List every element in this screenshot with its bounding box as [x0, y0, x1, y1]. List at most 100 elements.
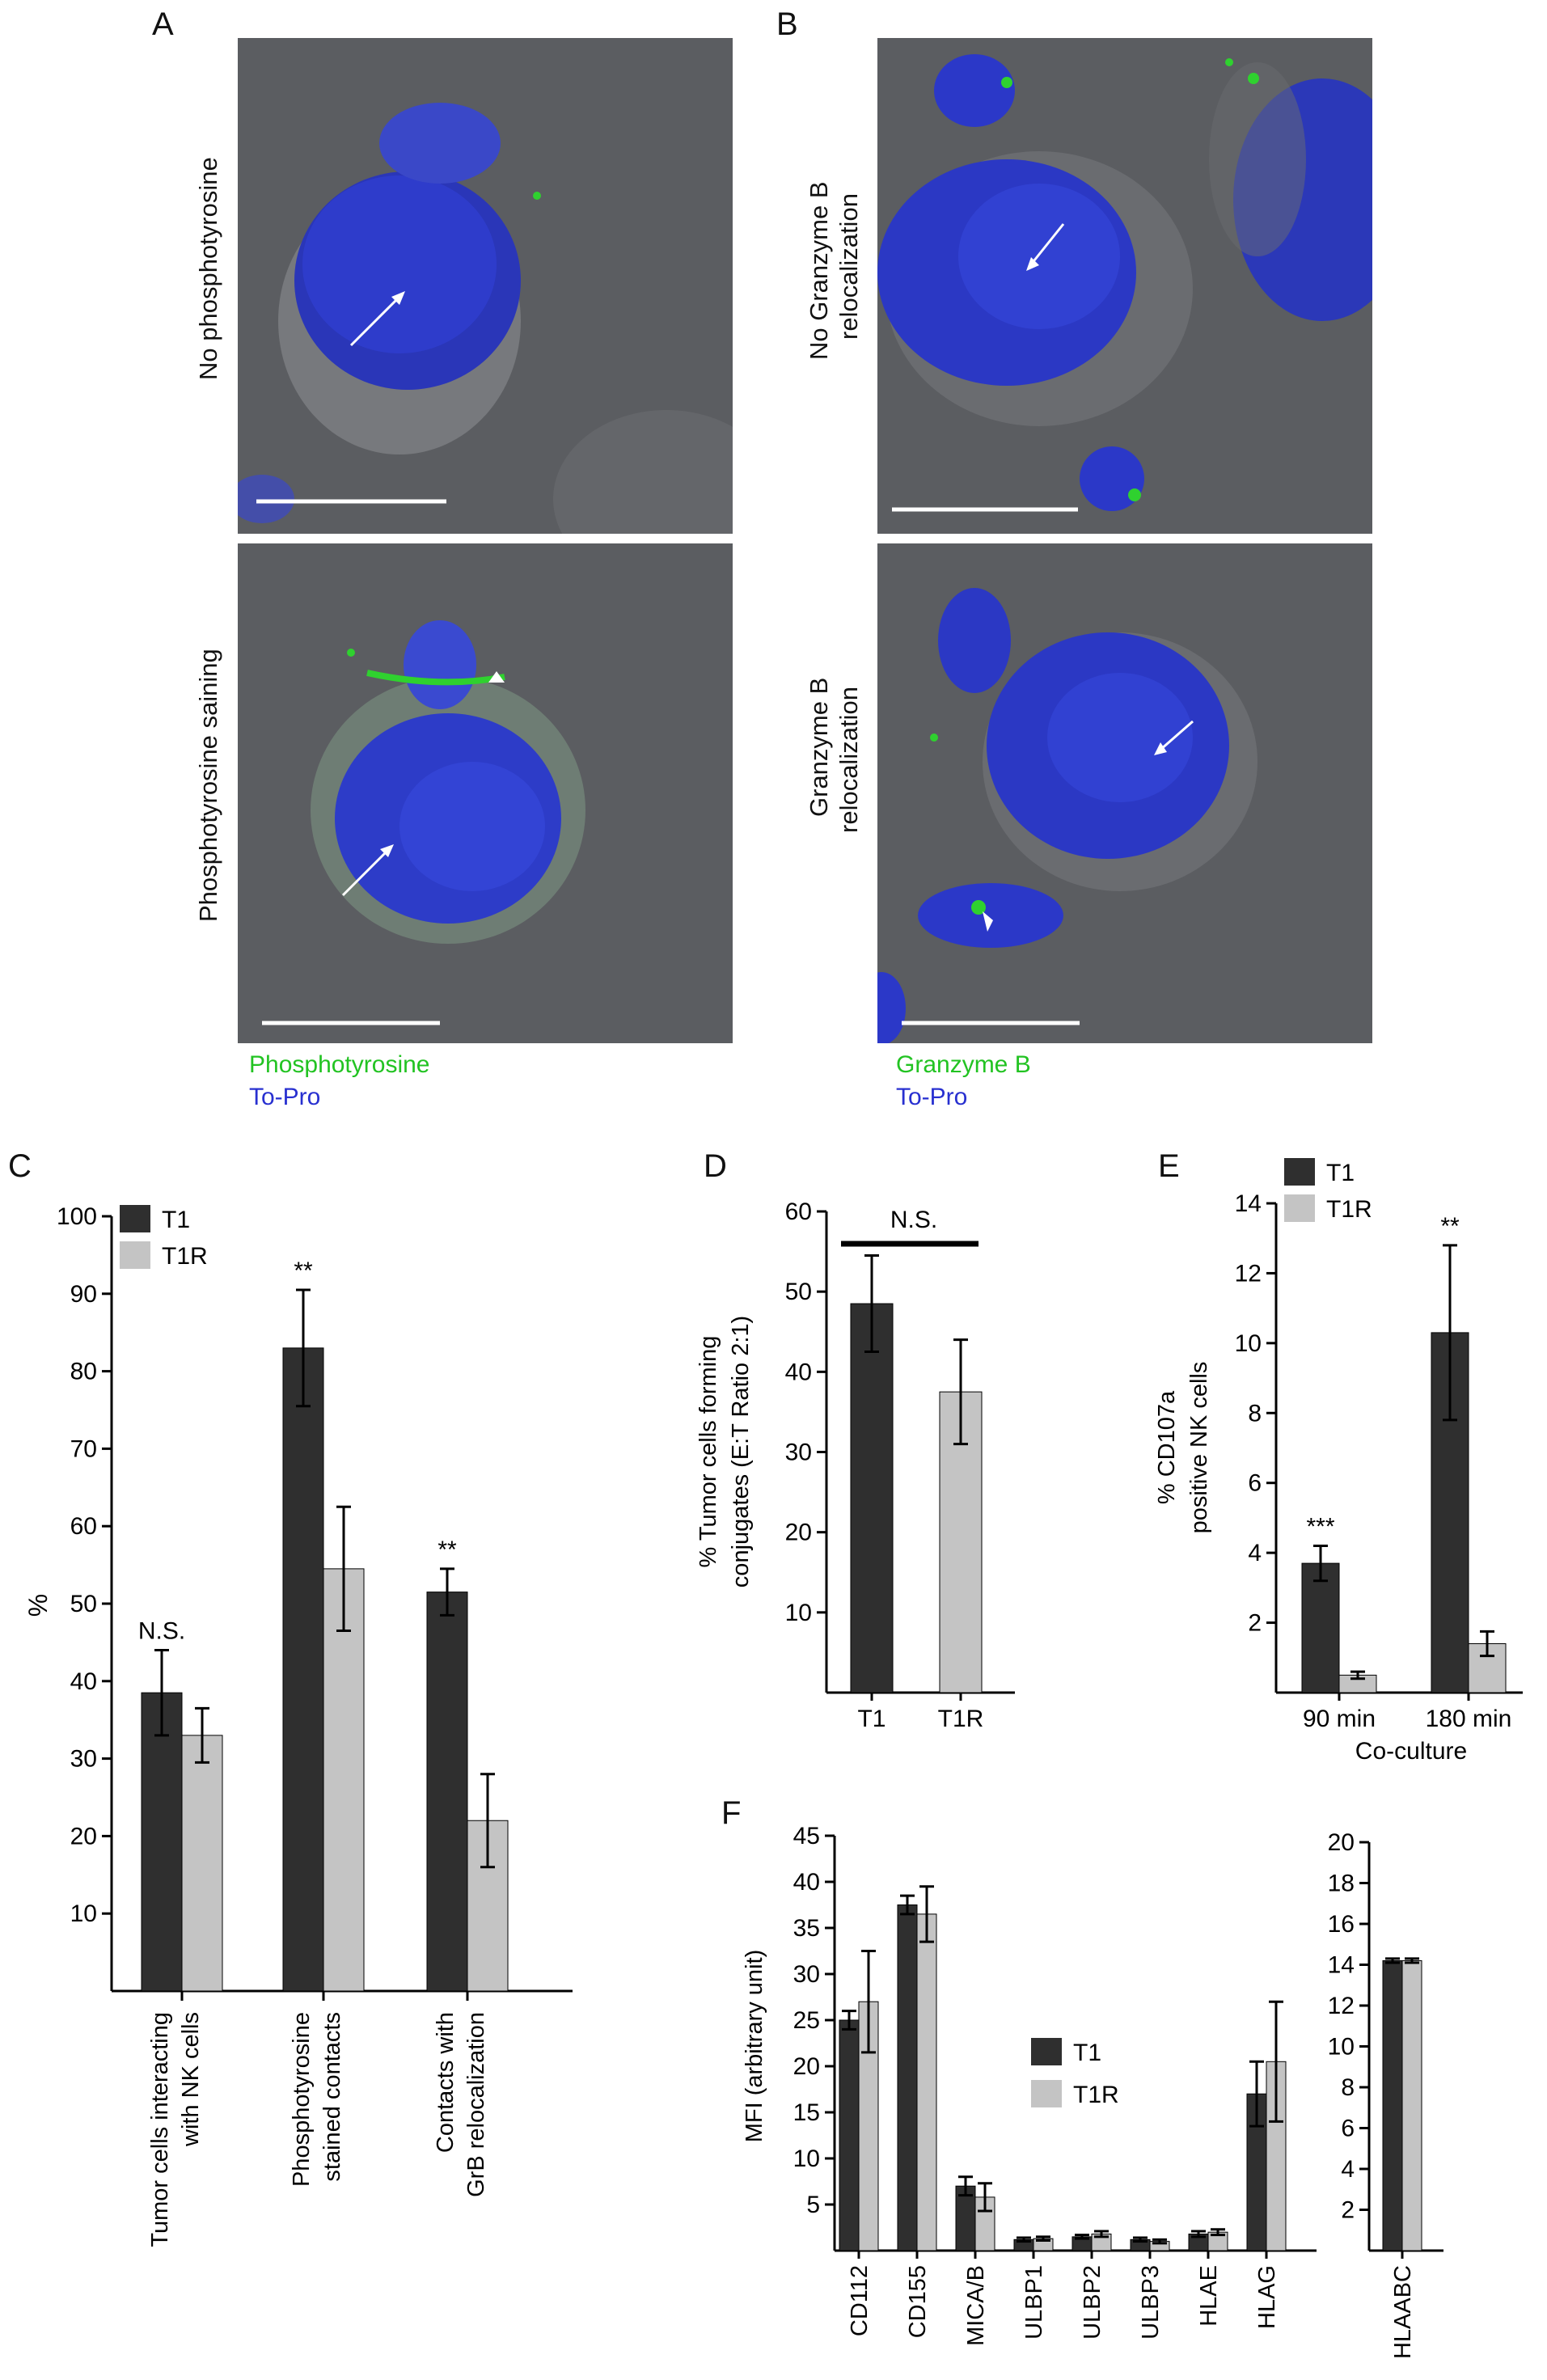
chart-e-y-tick-label: 6 — [1248, 1470, 1262, 1497]
chart-f-category-label: HLAG — [1254, 2265, 1280, 2329]
chart-e-category-label: 90 min — [1303, 1706, 1376, 1732]
chart-c-category-label: Contacts with — [433, 2012, 459, 2153]
chart-f-category-label: ULBP3 — [1138, 2265, 1164, 2340]
chart-e-t1-legend-swatch — [1284, 1158, 1315, 1186]
chart-f-y-label: MFI (arbitrary unit) — [742, 1950, 767, 2142]
row-label-relocalization-bottom: relocalization — [835, 687, 863, 833]
chart-c-t1r-legend-label: T1R — [162, 1243, 208, 1270]
chart-f-t1r-legend-label: T1R — [1073, 2082, 1119, 2108]
chart-c-t1-legend-label: T1 — [162, 1207, 190, 1233]
chart-c-y-tick-label: 90 — [70, 1281, 97, 1308]
chart-c-y-tick-label: 60 — [70, 1513, 97, 1540]
chart-d-y-tick-label: 60 — [785, 1198, 812, 1225]
chart-f2-y-tick-label: 12 — [1328, 1993, 1355, 2019]
row-label-phosphotyrosine-staining: Phosphotyrosine saining — [194, 649, 222, 922]
chart-c-t1-bar — [282, 1347, 324, 1992]
chart-f-t1-bar — [897, 1904, 918, 2251]
chart-f-t1r-bar — [974, 2196, 995, 2251]
chart-f-y-tick-label: 25 — [793, 2007, 820, 2034]
chart-f-t1-legend-swatch — [1031, 2038, 1062, 2065]
chart-d-t1-bar — [850, 1303, 894, 1693]
chart-e-annotation: *** — [1306, 1514, 1334, 1541]
chart-e-y-label: % CD107a — [1154, 1390, 1180, 1504]
chart-f-y-tick-label: 30 — [793, 1961, 820, 1988]
chart-e-t1-bar — [1431, 1332, 1469, 1693]
chart-e-t1r-legend-label: T1R — [1326, 1196, 1372, 1223]
chart-e-y-label: positive NK cells — [1186, 1362, 1212, 1534]
chart-f-category-label: CD112 — [847, 2265, 873, 2336]
chart-e-category-label: 180 min — [1426, 1706, 1512, 1732]
micrograph-a-top — [238, 38, 733, 534]
chart-f-y-tick-label: 35 — [793, 1915, 820, 1942]
chart-e-y-tick-label: 10 — [1235, 1330, 1262, 1357]
micrograph-b-top — [877, 38, 1372, 534]
chart-e-t1r-bar — [1468, 1643, 1507, 1693]
chart-e-y-tick-label: 8 — [1248, 1400, 1262, 1427]
micrograph-b-top-image — [877, 38, 1372, 534]
legend-a-topro: To-Pro — [249, 1084, 321, 1110]
chart-c-category-label: stained contacts — [319, 2012, 345, 2182]
chart-d-y-tick-label: 50 — [785, 1279, 812, 1305]
chart-c-t1r-legend-swatch — [120, 1241, 150, 1269]
chart-c-t1-bar — [141, 1692, 183, 1992]
chart-f-y-tick-label: 45 — [793, 1823, 820, 1849]
chart-f-t1-bar — [1013, 2238, 1034, 2251]
chart-c-category-label: Tumor cells interacting — [147, 2012, 173, 2247]
chart-d-y-label: % Tumor cells forming — [695, 1336, 721, 1568]
chart-f-t1r-legend-swatch — [1031, 2080, 1062, 2107]
chart-e-t1r-bar — [1338, 1674, 1377, 1693]
chart-d-t1r-bar — [939, 1391, 983, 1693]
chart-f-t1r-bar — [916, 1913, 937, 2251]
panel-label-f: F — [721, 1795, 742, 1831]
chart-c-t1-bar — [426, 1592, 468, 1992]
legend-a-phosphotyrosine: Phosphotyrosine — [249, 1051, 430, 1078]
chart-f-t1r-bar — [858, 2001, 879, 2251]
panel-label-b: B — [776, 6, 798, 42]
micrograph-a-bottom-image — [238, 543, 733, 1043]
chart-d-category-label: T1 — [857, 1706, 886, 1732]
chart-f-y-tick-label: 20 — [793, 2053, 820, 2080]
legend-b-topro: To-Pro — [896, 1084, 968, 1110]
chart-f2-y-tick-label: 16 — [1328, 1911, 1355, 1938]
chart-f-t1-bar — [955, 2185, 976, 2251]
legend-b-granzyme-b: Granzyme B — [896, 1051, 1031, 1078]
row-label-no-granzyme-b: No Granzyme B — [805, 181, 833, 360]
chart-f-y-tick-label: 15 — [793, 2099, 820, 2126]
chart-e-t1-bar — [1301, 1562, 1340, 1693]
chart-d-y-tick-label: 10 — [785, 1600, 812, 1626]
chart-c-category-label: Phosphotyrosine — [289, 2012, 315, 2187]
panel-label-c: C — [8, 1148, 32, 1184]
chart-d-annotation: N.S. — [890, 1207, 937, 1233]
chart-c-y-tick-label: 10 — [70, 1900, 97, 1927]
panel-label-e: E — [1158, 1148, 1180, 1184]
chart-f-t1-bar — [1246, 2093, 1267, 2251]
chart-f-category-label: HLAE — [1196, 2265, 1222, 2327]
chart-f-t1r-bar — [1207, 2231, 1228, 2251]
chart-e-x-label: Co-culture — [1355, 1738, 1467, 1765]
chart-f-t1r-bar — [1091, 2233, 1112, 2251]
chart-c-y-tick-label: 80 — [70, 1359, 97, 1385]
chart-c-category-label: GrB relocalization — [463, 2012, 489, 2197]
chart-e-t1-legend-label: T1 — [1326, 1160, 1355, 1186]
chart-f2-y-tick-label: 18 — [1328, 1871, 1355, 1897]
chart-d-y-tick-label: 30 — [785, 1439, 812, 1466]
chart-d-y-label: conjugates (E:T Ratio 2:1) — [728, 1316, 754, 1587]
chart-c-t1-legend-swatch — [120, 1205, 150, 1232]
chart-c-y-label: % — [23, 1594, 53, 1617]
chart-f-t1r-bar — [1266, 2061, 1287, 2251]
chart-f2-y-tick-label: 8 — [1341, 2074, 1355, 2101]
chart-e-t1r-legend-swatch — [1284, 1194, 1315, 1222]
chart-c-y-tick-label: 30 — [70, 1746, 97, 1773]
micrograph-a-top-image — [238, 38, 733, 534]
chart-c-t1r-bar — [467, 1820, 509, 1992]
row-label-granzyme-b: Granzyme B — [805, 677, 833, 817]
chart-f-t1-legend-label: T1 — [1073, 2040, 1101, 2066]
chart-f2-y-tick-label: 14 — [1328, 1952, 1355, 1979]
row-label-no-phosphotyrosine: No phosphotyrosine — [194, 157, 222, 380]
chart-f2-y-tick-label: 4 — [1341, 2156, 1355, 2183]
chart-c-category-label: with NK cells — [178, 2012, 204, 2147]
chart-c-y-tick-label: 20 — [70, 1823, 97, 1849]
chart-c-y-tick-label: 100 — [57, 1203, 97, 1230]
chart-f-category-label: MICA/B — [963, 2265, 989, 2346]
chart-e-y-tick-label: 12 — [1235, 1260, 1262, 1287]
